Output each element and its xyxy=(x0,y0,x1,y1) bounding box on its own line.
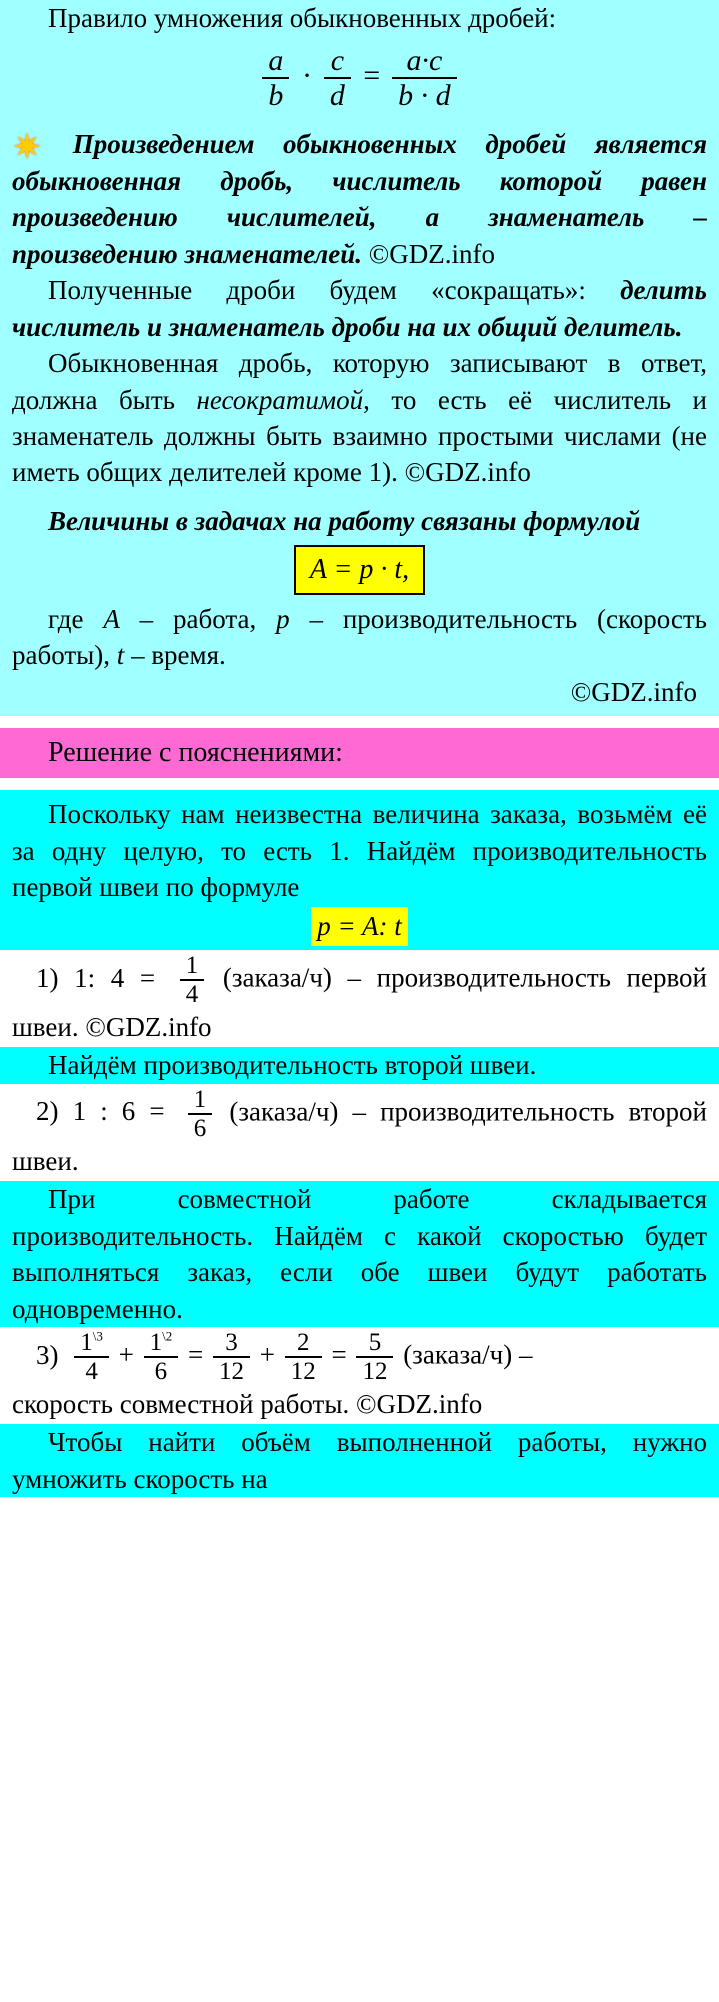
frac-s3-4: 2 12 xyxy=(285,1329,322,1386)
frac-1-4: 1 4 xyxy=(180,952,205,1009)
frac-s3-3: 3 12 xyxy=(213,1329,250,1386)
solution-heading-block: Решение с пояснениями: xyxy=(0,728,719,778)
frac-s3-1: 1\3 4 xyxy=(74,1329,109,1386)
rule-title: Правило умножения обыкновенных дробей: xyxy=(12,0,707,36)
joint-block: При совместной работе складывается произ… xyxy=(0,1181,719,1327)
theory-block: Правило умножения обыкновенных дробей: a… xyxy=(0,0,719,716)
frac-cd: c d xyxy=(324,44,351,112)
copyright-line: ©GDZ.info xyxy=(12,674,707,710)
variables-explain: где A – работа, p – производитель­ность … xyxy=(12,601,707,674)
step-2: 2) 1 : 6 = 1 6 (заказа/ч) – производител… xyxy=(0,1084,719,1181)
find-second: Найдём производительность второй швеи. xyxy=(0,1047,719,1083)
irreducible-paragraph: Обыкновенная дробь, которую записывают в… xyxy=(12,345,707,491)
star-icon: ✷ xyxy=(12,135,42,160)
step-3: 3) 1\3 4 + 1\2 6 = 3 12 + 2 12 = xyxy=(0,1327,719,1424)
intro-text: Поскольку нам неизвестна величина заказа… xyxy=(12,796,707,905)
rule-paragraph: ✷ Произведением обыкновенных дробей явля… xyxy=(12,126,707,272)
work-formula-intro: Величины в задачах на работу связаны фор… xyxy=(12,503,707,539)
final-block: Чтобы найти объём выполненной работы, ну… xyxy=(0,1424,719,1497)
fraction-formula: a b · c d = a·c b · d xyxy=(12,36,707,126)
formula-box-wrap: A = p · t, xyxy=(12,539,707,601)
reduce-paragraph: Полученные дроби будем «сокращать»: дели… xyxy=(12,272,707,345)
intro-block: Поскольку нам неизвестна величина заказа… xyxy=(0,790,719,950)
formula-p: p = A: t xyxy=(311,907,407,945)
frac-s3-2: 1\2 6 xyxy=(144,1329,179,1386)
frac-s3-5: 5 12 xyxy=(356,1329,393,1386)
solution-heading: Решение с пояснениями: xyxy=(12,734,707,772)
step-1: 1) 1: 4 = 1 4 (заказа/ч) – производитель… xyxy=(0,950,719,1047)
formula-p-wrap: p = A: t xyxy=(12,905,707,949)
formula-box: A = p · t, xyxy=(294,545,425,595)
document-content: Правило умножения обыкновенных дробей: a… xyxy=(0,0,719,1497)
frac-1-6: 1 6 xyxy=(188,1086,213,1143)
frac-result: a·c b · d xyxy=(392,44,457,112)
frac-ab: a b xyxy=(262,44,289,112)
